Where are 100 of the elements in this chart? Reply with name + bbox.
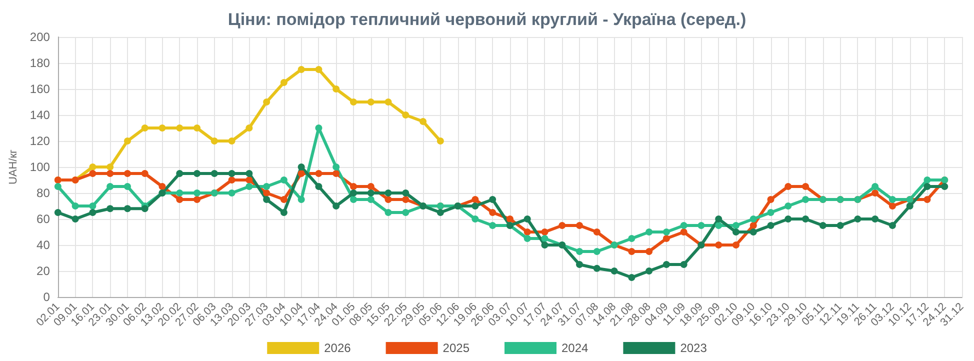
point [367, 190, 374, 196]
point [628, 248, 636, 255]
point [194, 196, 201, 203]
point [106, 164, 114, 170]
point [280, 209, 288, 216]
point [506, 216, 514, 222]
point [541, 242, 548, 248]
point [280, 79, 288, 86]
point [124, 183, 131, 190]
point [315, 170, 322, 177]
point [628, 274, 636, 281]
point [524, 235, 531, 242]
point [646, 268, 653, 274]
point [298, 170, 305, 177]
point [802, 183, 810, 190]
point [106, 170, 114, 177]
point [767, 222, 774, 229]
point [680, 228, 688, 236]
legend-label: 2024 [562, 341, 589, 355]
point [106, 205, 114, 212]
point [802, 216, 810, 222]
point [263, 190, 270, 196]
y-tick-label: 100 [30, 160, 50, 174]
point [715, 216, 722, 222]
point [194, 170, 201, 177]
point [924, 176, 931, 184]
point [558, 222, 566, 229]
y-tick-label: 140 [30, 108, 50, 122]
point [436, 138, 444, 144]
y-tick-label: 60 [36, 212, 50, 226]
point [315, 66, 322, 73]
point [124, 205, 131, 212]
point [176, 170, 184, 177]
point [332, 202, 340, 210]
point [315, 124, 322, 132]
point [402, 112, 410, 118]
point [124, 138, 131, 144]
point [420, 118, 427, 125]
point [628, 235, 636, 242]
point [402, 190, 410, 196]
chart-title: Ціни: помідор тепличний червоний круглий - Україна (серед.) [228, 10, 746, 29]
point [384, 196, 392, 203]
point [402, 196, 410, 203]
point [228, 138, 236, 144]
legend-label: 2025 [442, 341, 470, 355]
point [646, 248, 653, 255]
y-tick-label: 180 [30, 56, 50, 70]
point [680, 261, 688, 268]
point [402, 209, 410, 216]
y-tick-label: 20 [36, 264, 50, 278]
point [576, 222, 584, 229]
point [767, 209, 774, 216]
point [888, 202, 896, 210]
point [246, 170, 253, 177]
point [576, 261, 584, 268]
point [246, 183, 253, 190]
point [593, 248, 600, 255]
point [210, 170, 218, 177]
legend-label: 2023 [680, 341, 708, 355]
point [715, 242, 722, 248]
point [750, 216, 757, 222]
point [176, 190, 184, 196]
point [298, 164, 305, 170]
point [54, 209, 62, 216]
point [54, 183, 62, 190]
y-tick-label: 200 [30, 30, 50, 44]
y-tick-label: 120 [30, 134, 50, 148]
point [888, 222, 896, 229]
point [298, 66, 305, 73]
point [732, 228, 740, 236]
point [228, 176, 236, 184]
point [610, 268, 618, 274]
point [332, 170, 340, 177]
point [367, 183, 374, 190]
y-tick-label: 0 [43, 290, 50, 304]
point [698, 222, 705, 229]
point [350, 196, 357, 203]
point [141, 205, 148, 212]
point [106, 183, 114, 190]
point [732, 222, 740, 229]
point [158, 124, 166, 132]
point [750, 222, 757, 229]
point [280, 176, 288, 184]
point [924, 196, 931, 203]
point [194, 190, 201, 196]
point [784, 183, 792, 190]
point [941, 183, 948, 190]
point [489, 222, 496, 229]
point [124, 170, 131, 177]
point [298, 196, 305, 203]
point [784, 202, 792, 210]
point [541, 228, 548, 236]
point [872, 216, 879, 222]
point [888, 196, 896, 203]
y-tick-label: 40 [36, 238, 50, 252]
point [906, 202, 914, 210]
point [350, 183, 357, 190]
point [350, 190, 357, 196]
point [576, 248, 584, 255]
point [72, 216, 79, 222]
